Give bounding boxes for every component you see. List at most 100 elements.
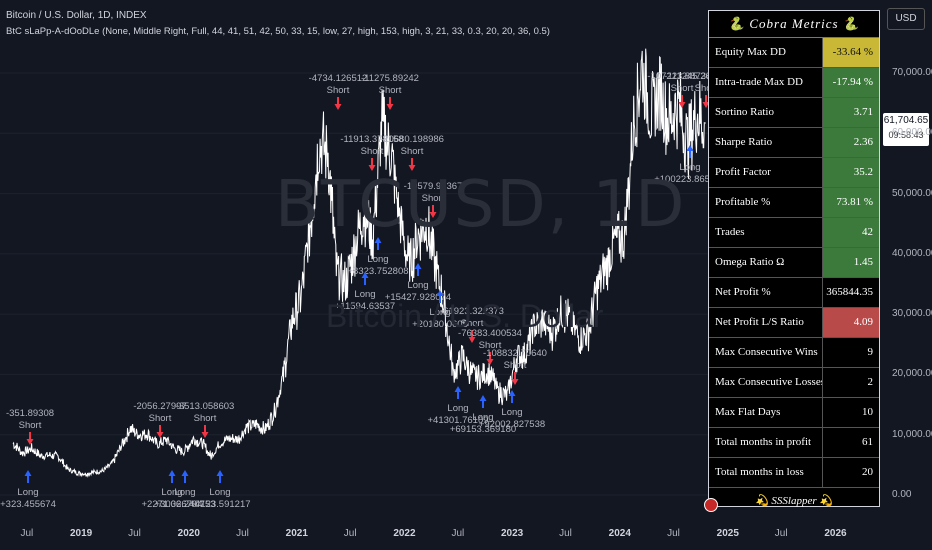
short-arrow-icon [429, 205, 437, 218]
long-trade-marker: Long+3006.240753 [154, 470, 216, 510]
trade-side-label: Long [354, 289, 375, 300]
price-series [12, 48, 880, 478]
metric-value: 35.2 [823, 158, 879, 187]
long-arrow-icon [181, 470, 189, 483]
metric-label: Intra-trade Max DD [709, 68, 823, 97]
short-trade-marker: Short-111245.265558492 [664, 71, 748, 108]
metrics-row: Profit Factor 35.2 [709, 158, 879, 188]
indicator-params[interactable]: BtC sLaPp-A-dOoDLe (None, Middle Right, … [6, 26, 550, 37]
price-tick-label: 60,000.00 [892, 127, 932, 139]
trade-side-label: Long [679, 162, 700, 173]
metric-label: Sortino Ratio [709, 98, 823, 127]
metrics-row: Max Flat Days 10 [709, 398, 879, 428]
short-arrow-icon [468, 330, 476, 343]
trade-side-label: Long [161, 487, 182, 498]
long-arrow-icon [508, 390, 516, 403]
metric-value: 2 [823, 368, 879, 397]
trade-side-label: Long [407, 280, 428, 291]
trade-pnl-label: -2056.27997 [133, 401, 186, 412]
time-tick-label: Jul [20, 528, 34, 539]
bar-countdown: 09:58:43 [888, 130, 924, 140]
metric-value: 3.71 [823, 98, 879, 127]
metric-value: -17.94 % [823, 68, 879, 97]
price-tick-label: 10,000.00 [892, 428, 932, 440]
metrics-row: Total months in loss 20 [709, 458, 879, 488]
long-arrow-icon [436, 290, 444, 303]
short-trade-marker: Short-3513.058603 [176, 401, 235, 438]
short-trade-marker: Short-351.89308 [6, 408, 54, 445]
short-arrow-icon [511, 372, 519, 385]
metrics-row: Sharpe Ratio 2.36 [709, 128, 879, 158]
current-price-tag: 61,704.65 09:58:43 [883, 113, 929, 146]
short-arrow-icon [678, 95, 686, 108]
trade-pnl-label: +41301.76109 [427, 415, 488, 426]
metric-label: Omega Ratio Ω [709, 248, 823, 277]
short-trade-marker: Short-108832.70640 [483, 348, 547, 385]
short-arrow-icon [26, 432, 34, 445]
short-trade-marker: Short-11275.89242 [361, 73, 419, 110]
metrics-row: Max Consecutive Wins 9 [709, 338, 879, 368]
long-arrow-icon [479, 395, 487, 408]
price-tick-label: 30,000.00 [892, 308, 932, 320]
time-tick-label: Jul [343, 528, 357, 539]
trade-side-label: Long [429, 307, 450, 318]
time-tick-label: Jul [774, 528, 788, 539]
trade-side-label: Short [671, 83, 694, 94]
metrics-table: 🐍 Cobra Metrics 🐍 Equity Max DD -33.64 % I… [708, 10, 880, 507]
short-arrow-icon [334, 97, 342, 110]
metrics-row: Net Profit %365844.35 % [709, 278, 879, 327]
trade-side-label: Short [327, 85, 350, 96]
long-trade-marker: Long+20180.0605 [412, 290, 468, 330]
short-arrow-icon [702, 95, 710, 108]
trade-side-label: Short [149, 413, 172, 424]
metric-label: Max Consecutive Wins [709, 338, 823, 367]
time-tick-label: Jul [559, 528, 572, 539]
trade-pnl-label: -11913.378158 [340, 134, 403, 145]
price-tick-label: 40,000.00 [892, 247, 932, 259]
time-tick-label: Jul [128, 528, 141, 539]
trade-side-label: Long [501, 407, 522, 418]
trade-pnl-label: +69153.369180 [450, 424, 516, 435]
time-tick-label: 2024 [608, 528, 631, 539]
trade-pnl-label: -61923.322373 [440, 306, 504, 317]
trade-pnl-label: +100223.865622 [654, 174, 726, 185]
metric-label: Net Profit % [709, 278, 823, 307]
metric-label: Equity Max DD [709, 38, 823, 67]
us-flag-icon[interactable] [704, 498, 718, 512]
metric-value: 73.81 % [823, 188, 879, 217]
metric-value: 4.09 [823, 308, 879, 337]
metrics-row: Sortino Ratio 3.71 [709, 98, 879, 128]
metric-label: Total months in profit [709, 428, 823, 457]
trade-side-label: Short [379, 85, 402, 96]
price-tick-label: 50,000.00 [892, 187, 932, 199]
trade-side-label: Short [422, 193, 445, 204]
trade-pnl-label: -3513.058603 [176, 401, 235, 412]
metric-label: Total months in loss [709, 458, 823, 487]
time-tick-label: 2025 [716, 528, 739, 539]
trade-pnl-label: -107223.887349 [647, 71, 716, 82]
metric-value: 42 [823, 218, 879, 247]
trade-side-label: Long [367, 254, 388, 265]
long-arrow-icon [686, 145, 694, 158]
metric-label: Max Consecutive Losses [709, 368, 823, 397]
trade-side-label: Short [479, 340, 502, 351]
metric-value: 2.36 [823, 128, 879, 157]
metrics-row: Profitable % 73.81 % [709, 188, 879, 218]
metric-label: Profitable % [709, 188, 823, 217]
trade-side-label: Short [504, 360, 527, 371]
chart-title: Bitcoin / U.S. Dollar, 1D, INDEX [6, 10, 147, 21]
time-tick-label: 2021 [285, 528, 308, 539]
metrics-row: Net Profit L/S Ratio 4.09 [709, 308, 879, 338]
currency-badge[interactable]: USD [887, 8, 925, 30]
short-trade-marker: Short-107223.887349 [647, 71, 717, 108]
time-tick-label: 2019 [70, 528, 93, 539]
long-trade-marker: Long+4123.591217 [189, 470, 251, 510]
metrics-row: Omega Ratio Ω 1.45 [709, 248, 879, 278]
metrics-footer: 💫 SSSlapper 💫 [754, 495, 834, 507]
metric-value: 9 [823, 338, 879, 367]
long-arrow-icon [414, 263, 422, 276]
trade-side-label: Long [472, 412, 493, 423]
price-tick-label: 20,000.00 [892, 368, 932, 380]
trade-side-label: Short [19, 420, 42, 431]
